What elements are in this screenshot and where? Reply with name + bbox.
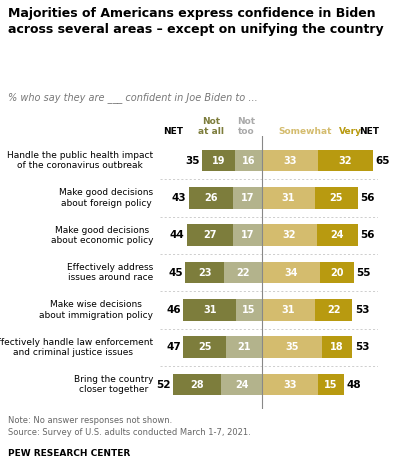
- Text: 28: 28: [190, 380, 204, 390]
- Bar: [262, 337, 322, 358]
- Bar: [184, 299, 236, 321]
- Bar: [226, 337, 262, 358]
- Text: 31: 31: [282, 305, 295, 315]
- Text: 27: 27: [203, 230, 217, 240]
- Bar: [318, 150, 373, 172]
- Bar: [173, 374, 221, 395]
- Bar: [262, 225, 317, 246]
- Bar: [262, 262, 320, 283]
- Text: Effectively handle law enforcement
and criminal justice issues: Effectively handle law enforcement and c…: [0, 337, 153, 357]
- Text: 65: 65: [375, 156, 390, 165]
- Text: Very: Very: [339, 127, 362, 136]
- Bar: [235, 150, 262, 172]
- Text: 35: 35: [185, 156, 200, 165]
- Text: 53: 53: [355, 305, 370, 315]
- Text: 46: 46: [166, 305, 181, 315]
- Bar: [187, 225, 233, 246]
- Bar: [262, 187, 315, 209]
- Text: Handle the public health impact
of the coronavirus outbreak: Handle the public health impact of the c…: [7, 151, 153, 170]
- Bar: [185, 262, 224, 283]
- Text: 17: 17: [241, 230, 254, 240]
- Text: Bring the country
closer together: Bring the country closer together: [74, 375, 153, 394]
- Text: 24: 24: [330, 230, 344, 240]
- Text: 25: 25: [329, 193, 343, 203]
- Text: 26: 26: [204, 193, 218, 203]
- Bar: [262, 374, 318, 395]
- Text: 32: 32: [339, 156, 352, 165]
- Text: 52: 52: [156, 380, 171, 390]
- Bar: [318, 374, 344, 395]
- Text: 33: 33: [284, 380, 297, 390]
- Bar: [315, 299, 352, 321]
- Bar: [262, 150, 318, 172]
- Text: 31: 31: [282, 193, 295, 203]
- Text: NET: NET: [360, 127, 379, 136]
- Text: Effectively address
issues around race: Effectively address issues around race: [67, 263, 153, 282]
- Text: PEW RESEARCH CENTER: PEW RESEARCH CENTER: [8, 449, 131, 458]
- Text: 21: 21: [237, 342, 251, 352]
- Text: 32: 32: [283, 230, 296, 240]
- Text: Make good decisions
about foreign policy: Make good decisions about foreign policy: [59, 188, 153, 208]
- Text: Not
at all: Not at all: [198, 117, 224, 136]
- Text: 20: 20: [330, 267, 344, 278]
- Text: 53: 53: [355, 342, 370, 352]
- Text: 16: 16: [241, 156, 255, 165]
- Text: Make good decisions
about economic policy: Make good decisions about economic polic…: [51, 226, 153, 245]
- Bar: [184, 337, 226, 358]
- Text: 56: 56: [360, 230, 375, 240]
- Text: % who say they are ___ confident in Joe Biden to ...: % who say they are ___ confident in Joe …: [8, 92, 258, 102]
- Text: Not
too: Not too: [238, 117, 256, 136]
- Text: 33: 33: [284, 156, 297, 165]
- Text: 34: 34: [284, 267, 298, 278]
- Bar: [315, 187, 357, 209]
- Text: 56: 56: [360, 193, 375, 203]
- Bar: [233, 187, 262, 209]
- Text: 22: 22: [236, 267, 250, 278]
- Text: 23: 23: [198, 267, 212, 278]
- Bar: [317, 225, 357, 246]
- Bar: [233, 225, 262, 246]
- Text: 17: 17: [241, 193, 254, 203]
- Text: 48: 48: [346, 380, 361, 390]
- Text: 19: 19: [212, 156, 225, 165]
- Bar: [322, 337, 352, 358]
- Text: 25: 25: [198, 342, 212, 352]
- Text: Majorities of Americans express confidence in Biden
across several areas – excep: Majorities of Americans express confiden…: [8, 7, 384, 36]
- Bar: [189, 187, 233, 209]
- Text: 15: 15: [242, 305, 256, 315]
- Text: 22: 22: [327, 305, 340, 315]
- Bar: [262, 299, 315, 321]
- Bar: [236, 299, 262, 321]
- Text: 45: 45: [168, 267, 183, 278]
- Text: 18: 18: [330, 342, 344, 352]
- Bar: [320, 262, 354, 283]
- Text: NET: NET: [163, 127, 183, 136]
- Text: Somewhat: Somewhat: [278, 127, 331, 136]
- Bar: [202, 150, 235, 172]
- Text: 31: 31: [203, 305, 217, 315]
- Text: Note: No answer responses not shown.
Source: Survey of U.S. adults conducted Mar: Note: No answer responses not shown. Sou…: [8, 416, 251, 437]
- Text: 44: 44: [170, 230, 184, 240]
- Text: 35: 35: [285, 342, 299, 352]
- Text: 47: 47: [166, 342, 181, 352]
- Text: 24: 24: [235, 380, 248, 390]
- Text: 15: 15: [324, 380, 338, 390]
- Text: Make wise decisions
about immigration policy: Make wise decisions about immigration po…: [39, 300, 153, 320]
- Bar: [221, 374, 262, 395]
- Bar: [224, 262, 262, 283]
- Text: 55: 55: [357, 267, 371, 278]
- Text: 43: 43: [171, 193, 186, 203]
